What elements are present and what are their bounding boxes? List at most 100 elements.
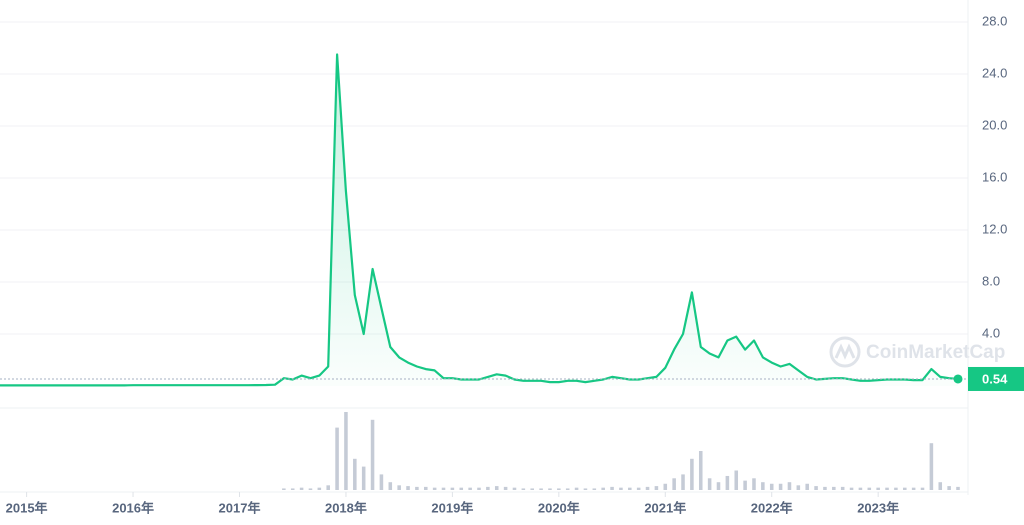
volume-bar xyxy=(406,486,410,490)
volume-bar xyxy=(734,470,739,490)
volume-bar xyxy=(947,486,951,490)
volume-bar xyxy=(769,483,774,490)
volume-bar xyxy=(645,486,650,490)
x-tick-label: 2021年 xyxy=(644,500,686,515)
x-tick-label: 2022年 xyxy=(751,500,793,515)
volume-bar xyxy=(698,451,703,490)
volume-bar xyxy=(415,486,419,490)
volume-bar xyxy=(353,458,357,490)
watermark-text: CoinMarketCap xyxy=(866,342,1005,363)
volume-bar xyxy=(397,485,401,490)
y-tick-label: 8.0 xyxy=(982,273,1000,288)
line xyxy=(0,53,959,387)
volume-bar xyxy=(308,488,313,490)
volume-bar xyxy=(601,487,605,490)
volume-bar xyxy=(752,478,756,490)
volume-bar xyxy=(432,487,437,490)
volume-bar xyxy=(725,475,730,490)
volume-bar xyxy=(814,486,818,490)
volume-bar xyxy=(361,466,366,490)
volume-bar xyxy=(477,487,481,490)
volume-bar xyxy=(867,487,872,490)
volume-bar xyxy=(574,487,579,490)
volume-bar xyxy=(956,486,960,490)
volume-bar xyxy=(743,480,747,490)
volume-bar xyxy=(796,485,801,490)
volume-bar xyxy=(787,482,792,490)
y-tick-label: 20.0 xyxy=(982,117,1007,132)
volume-bar xyxy=(335,427,339,490)
y-tick-label: 12.0 xyxy=(982,221,1007,236)
x-tick-label: 2016年 xyxy=(112,500,154,515)
volume-bar xyxy=(876,487,880,490)
volume-bar xyxy=(903,487,907,490)
volume-bar xyxy=(344,412,348,490)
volume-bar xyxy=(388,482,393,490)
volume-bar xyxy=(716,482,721,490)
volume-bar xyxy=(565,488,570,490)
volume-bar xyxy=(778,483,783,490)
volume-bar xyxy=(282,488,286,490)
x-tick-label: 2015年 xyxy=(6,500,48,515)
volume-bar xyxy=(823,486,827,490)
volume-bar xyxy=(663,483,668,490)
volume-bar xyxy=(592,488,597,490)
y-tick-label: 16.0 xyxy=(982,169,1007,184)
volume-bar xyxy=(938,482,943,490)
volume-bar xyxy=(707,478,712,490)
volume-bar xyxy=(494,486,499,490)
area xyxy=(0,54,958,386)
volume-bar xyxy=(681,474,685,490)
volume-bar xyxy=(370,419,375,490)
volume-bar xyxy=(849,487,854,490)
volume-bar xyxy=(583,488,588,490)
volume-bar xyxy=(521,488,526,490)
volume-bar xyxy=(832,486,836,490)
volume-bar xyxy=(610,486,614,490)
volume-bar xyxy=(486,486,490,490)
volume-bar xyxy=(840,486,845,490)
x-tick-label: 2018年 xyxy=(325,500,367,515)
volume-bar xyxy=(690,458,694,490)
volume-bar xyxy=(450,487,455,490)
volume-bar xyxy=(636,487,641,490)
volume-bar xyxy=(548,488,552,490)
price-tag-label: 0.54 xyxy=(982,371,1008,386)
volume-bar xyxy=(805,483,809,490)
volume-bar xyxy=(290,488,295,490)
volume-bar xyxy=(929,443,934,490)
y-tick-label: 28.0 xyxy=(982,13,1007,28)
volume-bar xyxy=(672,478,676,490)
volume-bar xyxy=(326,485,330,490)
x-tick-label: 2017年 xyxy=(219,500,261,515)
volume-bar xyxy=(503,486,508,490)
price-tag xyxy=(968,366,1024,391)
volume-bar xyxy=(654,486,659,490)
volume-bar xyxy=(911,487,916,490)
volume-bar xyxy=(761,482,765,490)
x-tick-label: 2019年 xyxy=(431,500,473,515)
volume-bar xyxy=(424,486,428,490)
volume-bar xyxy=(894,487,898,490)
watermark: CoinMarketCap xyxy=(829,336,1005,368)
volume-bar xyxy=(317,487,322,490)
volume-bar xyxy=(920,487,925,490)
volume-bar xyxy=(539,488,543,490)
volume-bar xyxy=(459,487,464,490)
volume-bar xyxy=(379,474,384,490)
volume-bar xyxy=(619,487,623,490)
x-tick-label: 2020年 xyxy=(538,500,580,515)
volume-bar xyxy=(468,487,472,490)
volume-bar xyxy=(885,487,889,490)
y-tick-label: 24.0 xyxy=(982,65,1007,80)
x-tick-label: 2023年 xyxy=(857,500,899,515)
volume-bar xyxy=(557,488,561,490)
current-point xyxy=(953,374,963,384)
volume-bar xyxy=(530,488,534,490)
volume-bar xyxy=(512,487,517,490)
volume-bar xyxy=(299,487,304,490)
y-tick-label: 4.0 xyxy=(982,325,1000,340)
volume-bar xyxy=(441,487,446,490)
volume-bar xyxy=(858,487,863,490)
